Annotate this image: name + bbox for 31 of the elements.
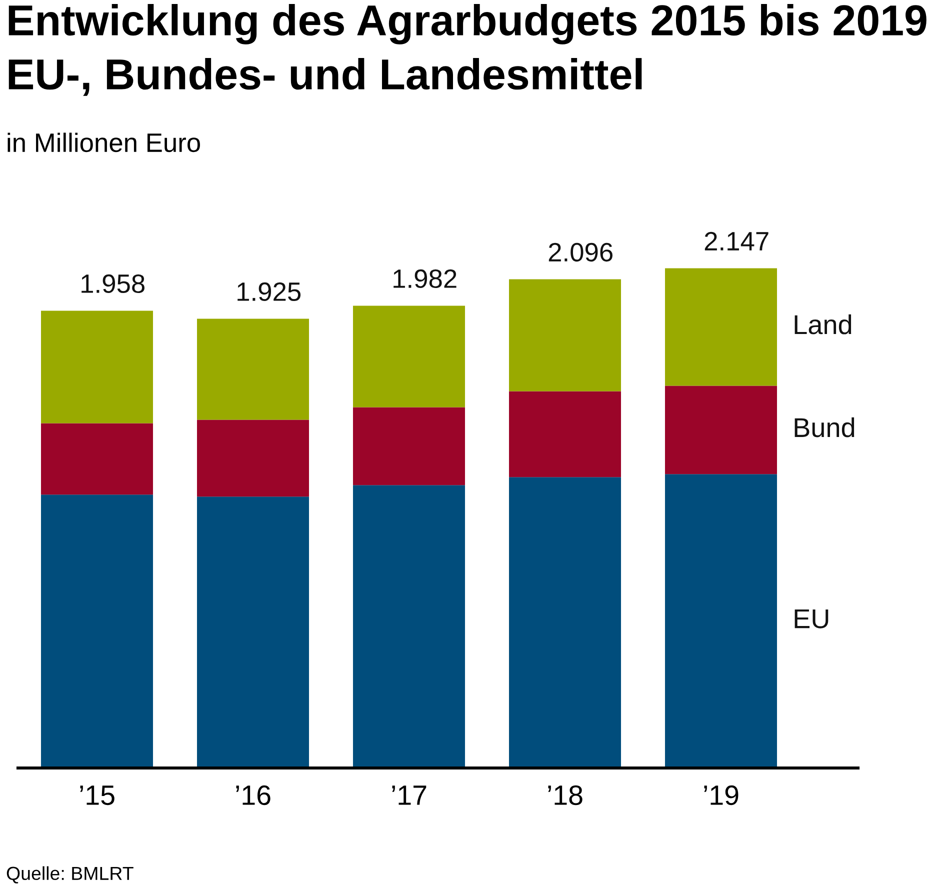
x-tick-label: ’15 <box>80 786 114 806</box>
x-tick-label: ’18 <box>548 785 582 806</box>
bar <box>352 485 466 768</box>
x-tick-label: ’17 <box>392 786 426 805</box>
annotation: 1.925 <box>238 282 301 302</box>
annotation: 1.958 <box>82 274 144 294</box>
bar <box>352 306 466 408</box>
bar <box>196 318 310 420</box>
bar <box>40 310 154 424</box>
bar <box>352 407 466 486</box>
x-tick-label: ’16 <box>236 785 270 806</box>
series-label: EU <box>794 609 828 628</box>
annotation: 2.147 <box>704 232 768 250</box>
chart-subtitle: in Millionen Euro <box>8 132 200 152</box>
chart-title: Entwicklung des Agrarbudgets 2015 bis 2019 EU-, Bundes- und Landesmittel <box>8 4 926 96</box>
annotation: 1.982 <box>394 269 456 288</box>
bar <box>196 420 310 497</box>
bar <box>508 477 622 768</box>
bar <box>508 391 622 478</box>
bar <box>664 474 778 768</box>
bar <box>664 386 778 474</box>
x-tick-label: ’19 <box>704 785 738 806</box>
bar <box>508 279 622 392</box>
bar <box>664 268 778 386</box>
annotation: 2.096 <box>548 242 612 262</box>
bar <box>40 423 154 495</box>
source-note: Quelle: BMLRT <box>6 866 134 884</box>
bar <box>40 494 154 768</box>
bar <box>196 496 310 768</box>
series-label: Bund <box>794 417 854 438</box>
series-label: Land <box>794 314 852 334</box>
